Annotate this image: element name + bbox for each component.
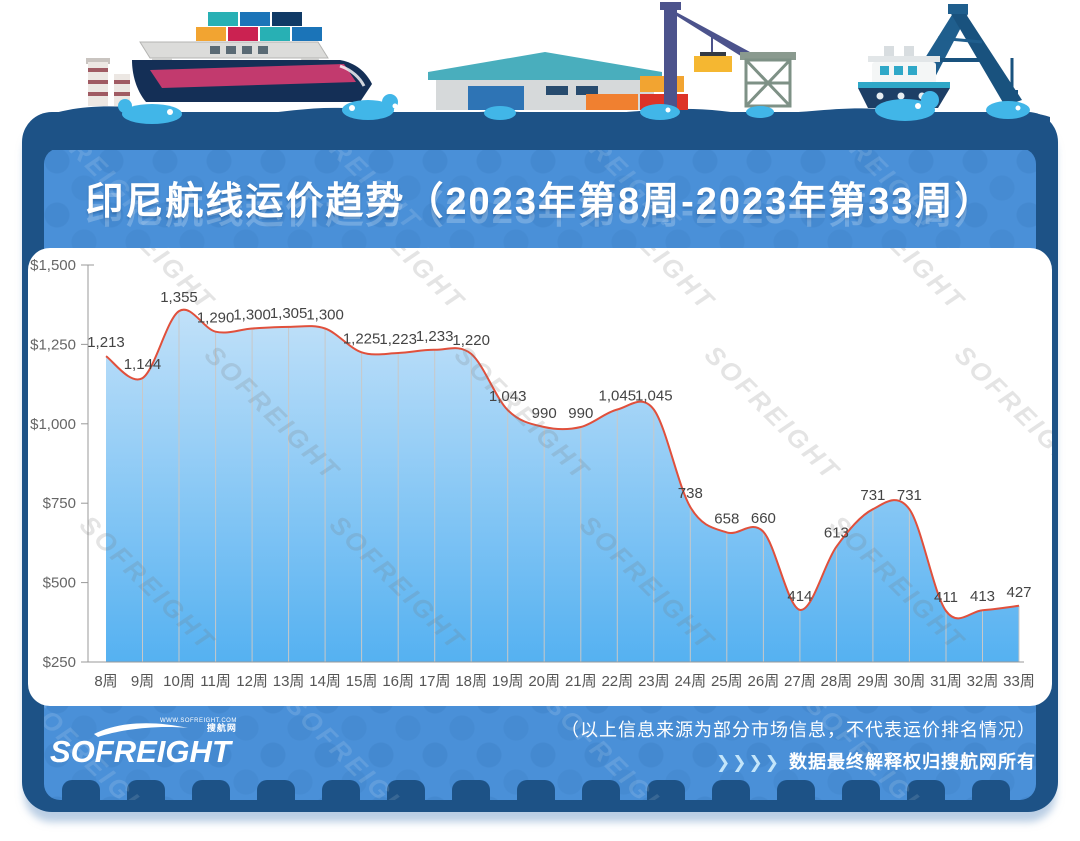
y-tick-label: $500 xyxy=(43,575,76,592)
y-tick-label: $750 xyxy=(43,495,76,512)
x-tick-label: 20周 xyxy=(528,673,560,690)
value-label: 1,213 xyxy=(87,334,125,351)
logo-text: SOFREIGHT xyxy=(50,733,231,769)
value-label: 1,045 xyxy=(635,388,673,405)
x-tick-label: 16周 xyxy=(382,673,414,690)
x-tick-label: 9周 xyxy=(131,673,154,690)
x-tick-label: 22周 xyxy=(601,673,633,690)
x-tick-label: 24周 xyxy=(674,673,706,690)
edge-tooth xyxy=(907,780,945,800)
value-label: 427 xyxy=(1006,584,1031,601)
value-label: 660 xyxy=(751,510,776,527)
edge-tooth xyxy=(192,780,230,800)
y-tick-label: $250 xyxy=(43,654,76,671)
value-label: 1,300 xyxy=(306,307,344,324)
value-label: 1,225 xyxy=(343,330,381,347)
brand-logo: WWW.SOFREIGHT.COM 搜航网 SOFREIGHT xyxy=(50,718,236,769)
disclaimer-text: （以上信息来源为部分市场信息，不代表运价排名情况） xyxy=(561,720,1036,740)
x-tick-label: 14周 xyxy=(309,673,341,690)
edge-tooth xyxy=(322,780,360,800)
edge-tooth xyxy=(842,780,880,800)
value-label: 738 xyxy=(678,485,703,502)
freight-card: SOFREIGHT SOFREIGHT SOFREIGHT SOFREIGHT SOFR… xyxy=(22,112,1058,812)
freight-trend-chart: $250 $500 $750 $1,000 $1,250 $1,500 8周 9周 10周 11周… xyxy=(30,257,1035,690)
value-label: 413 xyxy=(970,588,995,605)
value-label: 613 xyxy=(824,525,849,542)
edge-tooth xyxy=(127,780,165,800)
value-label: 731 xyxy=(860,487,885,504)
x-tick-label: 30周 xyxy=(894,673,926,690)
value-label: 1,045 xyxy=(599,388,637,405)
x-tick-label: 19周 xyxy=(492,673,524,690)
value-label: 1,305 xyxy=(270,305,308,322)
value-label: 414 xyxy=(787,588,812,605)
y-tick-label: $1,250 xyxy=(30,336,76,353)
x-tick-label: 32周 xyxy=(967,673,999,690)
y-tick-label: $1,500 xyxy=(30,257,76,274)
chart-title: 印尼航线运价趋势（2023年第8周-2023年第33周） xyxy=(85,181,995,223)
value-label: 1,144 xyxy=(124,356,162,373)
chevrons-icon: ❯❯❯❯ xyxy=(716,753,781,772)
x-tick-label: 28周 xyxy=(821,673,853,690)
harbor-cranes-illustration xyxy=(895,4,1022,106)
edge-tooth xyxy=(452,780,490,800)
tugboat-illustration xyxy=(858,46,950,108)
chart-panel: $250 $500 $750 $1,000 $1,250 $1,500 8周 9周 10周 11周… xyxy=(28,248,1052,706)
card-footer: WWW.SOFREIGHT.COM 搜航网 SOFREIGHT （以上信息来源为… xyxy=(50,710,1036,780)
x-tick-label: 23周 xyxy=(638,673,670,690)
value-label: 990 xyxy=(532,405,557,422)
rights-label: 数据最终解释权归搜航网所有 xyxy=(789,752,1036,772)
edge-tooth xyxy=(647,780,685,800)
x-tick-label: 12周 xyxy=(236,673,268,690)
value-label: 1,355 xyxy=(160,289,198,306)
value-label: 731 xyxy=(897,487,922,504)
y-tick-label: $1,000 xyxy=(30,416,76,433)
value-label: 1,300 xyxy=(233,307,271,324)
value-label: 411 xyxy=(934,589,958,606)
port-crane-illustration xyxy=(660,2,796,110)
x-tick-label: 15周 xyxy=(346,673,378,690)
value-label: 990 xyxy=(568,405,593,422)
x-tick-label: 31周 xyxy=(930,673,962,690)
x-tick-label: 27周 xyxy=(784,673,816,690)
value-label: 1,043 xyxy=(489,388,527,405)
x-tick-label: 10周 xyxy=(163,673,195,690)
x-tick-label: 26周 xyxy=(748,673,780,690)
x-tick-label: 18周 xyxy=(455,673,487,690)
x-tick-label: 8周 xyxy=(94,673,117,690)
value-label: 1,223 xyxy=(379,331,417,348)
edge-tooth xyxy=(582,780,620,800)
x-tick-label: 17周 xyxy=(419,673,451,690)
edge-tooth xyxy=(712,780,750,800)
edge-tooth xyxy=(517,780,555,800)
edge-tooth xyxy=(777,780,815,800)
edge-tooth xyxy=(387,780,425,800)
logo-cn-text: 搜航网 xyxy=(206,723,237,734)
value-label: 1,233 xyxy=(416,328,454,345)
x-tick-label: 11周 xyxy=(200,673,231,690)
area-fill xyxy=(106,309,1019,662)
edge-tooth xyxy=(257,780,295,800)
logo-site-text: WWW.SOFREIGHT.COM xyxy=(160,717,237,724)
x-tick-label: 33周 xyxy=(1003,673,1035,690)
x-tick-label: 29周 xyxy=(857,673,889,690)
edge-tooth xyxy=(972,780,1010,800)
x-tick-label: 21周 xyxy=(565,673,597,690)
trend-line xyxy=(105,308,1020,620)
edge-tooth xyxy=(62,780,100,800)
x-tick-label: 25周 xyxy=(711,673,743,690)
logo-wave-icon xyxy=(94,722,188,737)
value-label: 658 xyxy=(714,510,739,527)
warehouse-illustration xyxy=(428,52,688,110)
cargo-ship-illustration xyxy=(86,12,372,106)
rights-text: ❯❯❯❯ 数据最终解释权归搜航网所有 xyxy=(561,748,1036,774)
x-tick-label: 13周 xyxy=(273,673,305,690)
value-label: 1,220 xyxy=(452,332,490,349)
value-label: 1,290 xyxy=(197,310,235,327)
